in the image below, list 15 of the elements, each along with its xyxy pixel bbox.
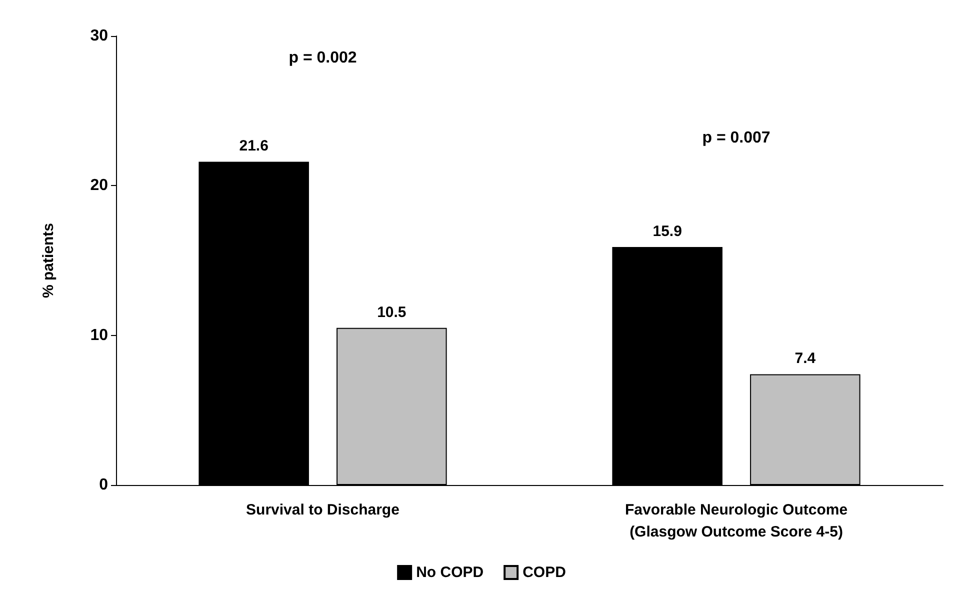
x-tick-label: Survival to Discharge bbox=[246, 502, 400, 518]
annotation: p = 0.007 bbox=[702, 130, 770, 146]
legend-label: COPD bbox=[522, 564, 566, 581]
y-tick-label: 20 bbox=[90, 177, 108, 194]
y-tick-label: 10 bbox=[90, 326, 108, 344]
legend-label: No COPD bbox=[416, 564, 484, 581]
data-label: 21.6 bbox=[239, 138, 268, 155]
data-label: 7.4 bbox=[794, 350, 816, 368]
x-tick-label: Favorable Neurologic Outcome (Glasgow Outcome Score 4-5) bbox=[624, 502, 848, 540]
data-label: 15.9 bbox=[652, 223, 682, 240]
data-label: 10.5 bbox=[377, 304, 406, 321]
y-tick-label: 0 bbox=[99, 476, 108, 494]
annotation: p = 0.002 bbox=[288, 50, 357, 66]
y-tick-label: 30 bbox=[90, 28, 108, 44]
y-axis-title: % patients bbox=[40, 222, 57, 298]
